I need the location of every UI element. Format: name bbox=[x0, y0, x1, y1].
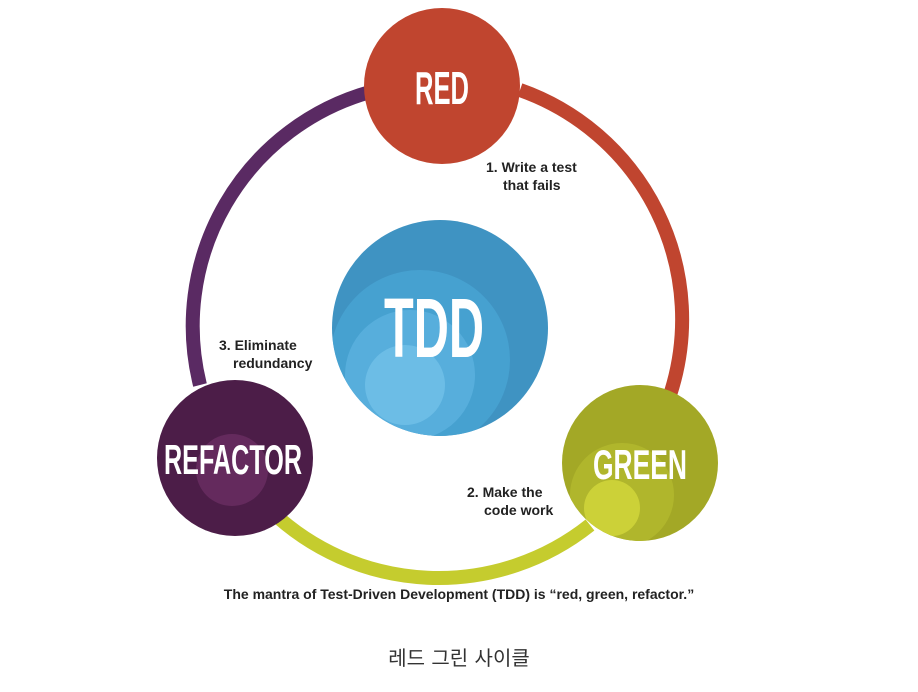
arc-red-to-green bbox=[517, 83, 690, 398]
arc-refactor-to-red bbox=[185, 85, 372, 387]
step-2-line-1: 2. Make the bbox=[467, 484, 543, 500]
tdd-center-circle: TDD bbox=[332, 220, 548, 436]
figure-caption: 레드 그린 사이클 bbox=[388, 646, 530, 670]
cycle-ring bbox=[185, 83, 690, 585]
step-2-line-2: code work bbox=[484, 502, 553, 518]
tdd-label: TDD bbox=[384, 281, 484, 375]
step-3-line-2: redundancy bbox=[233, 355, 313, 371]
refactor-node: REFACTOR bbox=[157, 380, 313, 536]
arc-green-to-refactor bbox=[265, 504, 595, 585]
step-1-line-1: 1. Write a test bbox=[486, 159, 577, 175]
green-label: GREEN bbox=[593, 441, 687, 488]
mantra-text: The mantra of Test-Driven Development (T… bbox=[223, 586, 695, 602]
red-node: RED bbox=[364, 8, 520, 164]
step-1-line-2: that fails bbox=[503, 177, 561, 193]
step-3-line-1: 3. Eliminate bbox=[219, 337, 297, 353]
green-node: GREEN bbox=[562, 385, 718, 541]
red-label: RED bbox=[415, 62, 469, 114]
refactor-label: REFACTOR bbox=[164, 436, 302, 483]
